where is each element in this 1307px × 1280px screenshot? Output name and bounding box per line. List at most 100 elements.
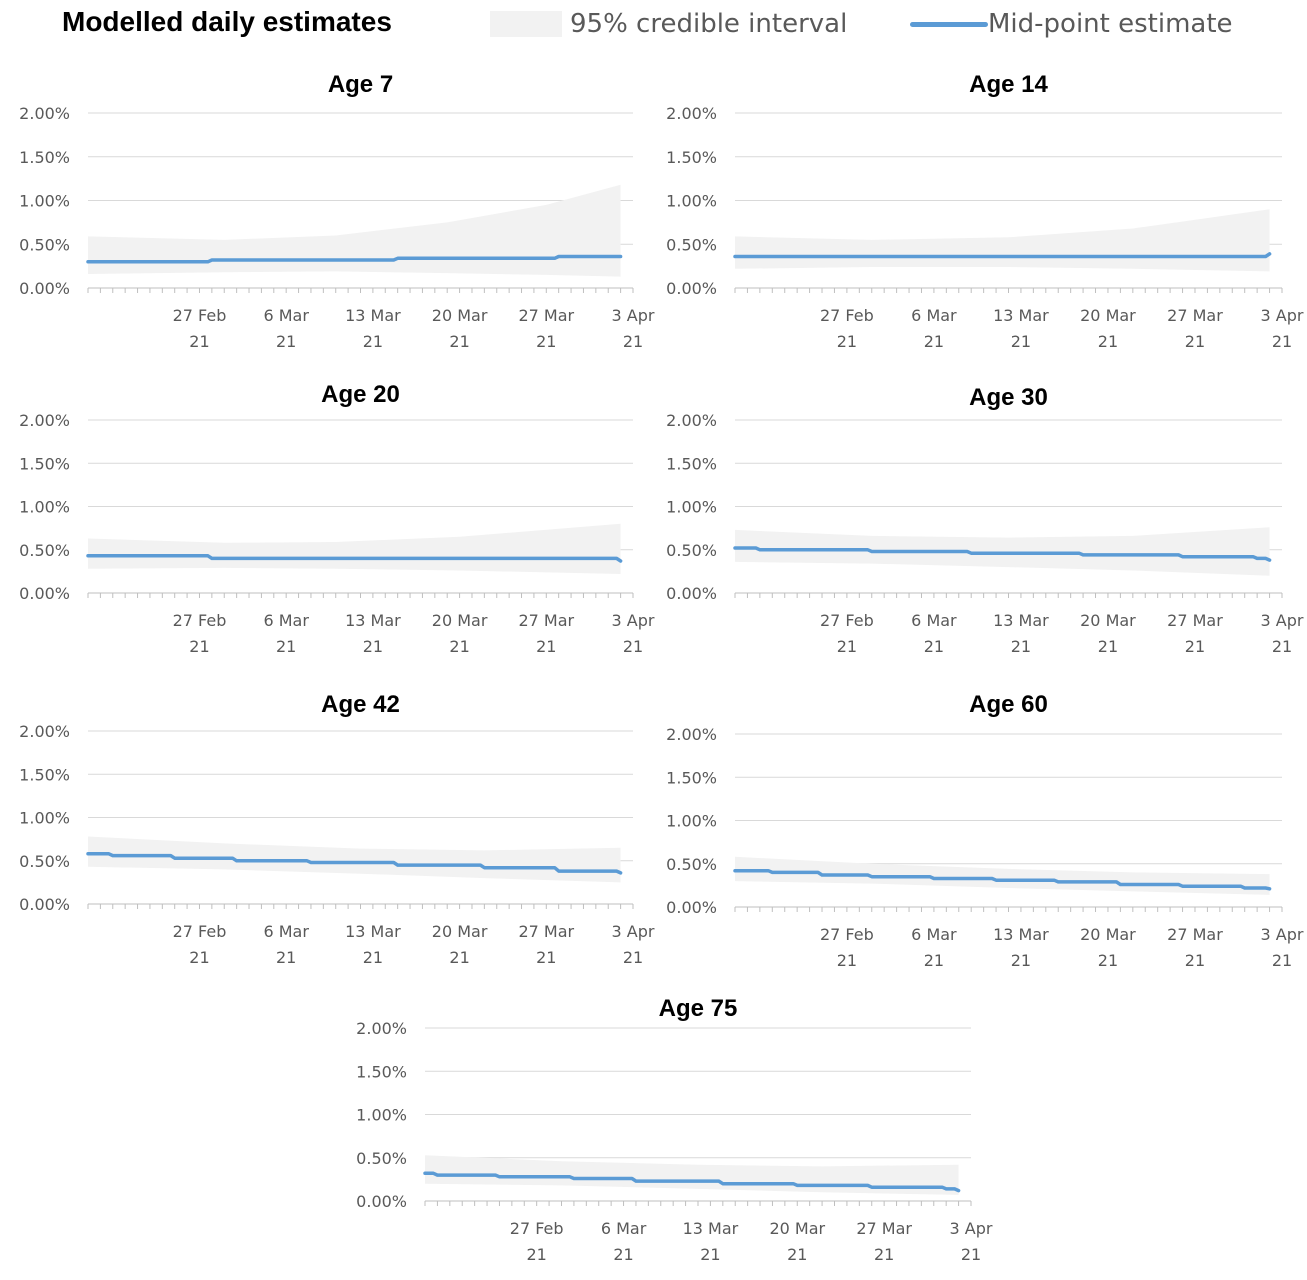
x-tick-label: 6 Mar <box>911 306 957 325</box>
x-tick-label-year: 21 <box>536 948 556 967</box>
y-tick-label: 0.50% <box>356 1149 407 1168</box>
x-tick-label: 6 Mar <box>911 925 957 944</box>
y-tick-label: 2.00% <box>19 722 70 741</box>
y-tick-label: 1.50% <box>19 454 70 473</box>
legend-ci-label: 95% credible interval <box>570 9 848 39</box>
x-tick-label: 27 Mar <box>518 611 574 630</box>
legend-band-swatch <box>490 11 562 37</box>
x-tick-label: 6 Mar <box>263 611 309 630</box>
chart-header: Modelled daily estimates 95% credible in… <box>0 0 1307 50</box>
x-tick-label: 27 Feb <box>820 306 874 325</box>
x-tick-label-year: 21 <box>536 332 556 351</box>
y-tick-label: 1.00% <box>356 1106 407 1125</box>
x-tick-label-year: 21 <box>787 1245 807 1264</box>
x-tick-label-year: 21 <box>536 637 556 656</box>
x-tick-label: 27 Mar <box>1167 925 1223 944</box>
y-tick-label: 0.00% <box>356 1192 407 1211</box>
mid-point-line <box>86 554 623 563</box>
x-tick-label: 27 Feb <box>820 925 874 944</box>
x-tick-label: 6 Mar <box>601 1219 647 1238</box>
x-tick-label-year: 21 <box>924 951 944 970</box>
x-tick-label-year: 21 <box>1272 637 1292 656</box>
x-tick-label: 6 Mar <box>911 611 957 630</box>
y-tick-label: 1.00% <box>666 192 717 211</box>
chart-panel: 0.00% 2.00% 1.50% 1.00% 0.50% 27 Feb 21 6 Mar 21… <box>19 71 655 351</box>
legend-mid-point: Mid-point estimate <box>910 8 1233 40</box>
y-tick-label: 0.50% <box>19 541 70 560</box>
y-tick-label: 0.50% <box>666 235 717 254</box>
x-tick-label-year: 21 <box>623 948 643 967</box>
chart-title: Age 60 <box>969 691 1048 718</box>
y-tick-label: 2.00% <box>19 411 70 430</box>
x-tick-label-year: 21 <box>363 948 383 967</box>
y-tick-label: 2.00% <box>666 411 717 430</box>
x-tick-label: 27 Mar <box>1167 611 1223 630</box>
x-tick-label-year: 21 <box>189 637 209 656</box>
y-tick-label: 1.00% <box>666 498 717 517</box>
y-tick-label: 2.00% <box>666 104 717 123</box>
x-tick-label-year: 21 <box>1011 637 1031 656</box>
x-tick-label-year: 21 <box>527 1245 547 1264</box>
x-tick-label: 20 Mar <box>769 1219 825 1238</box>
x-tick-label-year: 21 <box>837 637 857 656</box>
mid-point-line <box>423 1171 961 1193</box>
x-tick-label: 20 Mar <box>432 611 488 630</box>
chart-title: Age 7 <box>328 71 393 98</box>
x-tick-label-year: 21 <box>623 637 643 656</box>
x-tick-label-year: 21 <box>449 332 469 351</box>
x-tick-label-year: 21 <box>449 637 469 656</box>
x-tick-label-year: 21 <box>961 1245 981 1264</box>
x-tick-label: 3 Apr <box>612 611 655 630</box>
x-tick-label: 27 Mar <box>518 306 574 325</box>
credible-interval-band <box>88 184 621 277</box>
legend-credible-interval: 95% credible interval <box>490 8 847 40</box>
x-tick-label: 3 Apr <box>1261 611 1304 630</box>
x-tick-label-year: 21 <box>276 637 296 656</box>
chart-panel: 0.00% 2.00% 1.50% 1.00% 0.50% 27 Feb 21 6 Mar 21… <box>666 691 1304 970</box>
y-tick-label: 0.50% <box>666 541 717 560</box>
y-tick-label: 0.00% <box>19 895 70 914</box>
chart-title: Age 42 <box>321 691 400 718</box>
x-tick-label-year: 21 <box>449 948 469 967</box>
y-tick-label: 1.00% <box>19 192 70 211</box>
chart-title: Age 30 <box>969 384 1048 411</box>
chart-title: Age 20 <box>321 381 400 408</box>
credible-interval-band <box>735 856 1270 895</box>
x-tick-label: 27 Feb <box>510 1219 564 1238</box>
x-tick-label-year: 21 <box>189 332 209 351</box>
x-tick-label: 13 Mar <box>683 1219 739 1238</box>
x-tick-label-year: 21 <box>1011 951 1031 970</box>
chart-title: Age 14 <box>969 71 1048 98</box>
credible-interval-band <box>735 209 1270 272</box>
x-tick-label: 3 Apr <box>612 922 655 941</box>
x-tick-label: 13 Mar <box>345 922 401 941</box>
x-tick-label: 27 Mar <box>518 922 574 941</box>
x-tick-label-year: 21 <box>363 637 383 656</box>
x-tick-label: 3 Apr <box>950 1219 993 1238</box>
credible-interval-band <box>88 836 621 883</box>
y-tick-label: 1.50% <box>356 1062 407 1081</box>
x-tick-label-year: 21 <box>363 332 383 351</box>
y-tick-label: 0.00% <box>666 898 717 917</box>
chart-panel: 0.00% 2.00% 1.50% 1.00% 0.50% 27 Feb 21 6 Mar 21… <box>19 381 655 656</box>
x-tick-label-year: 21 <box>1011 332 1031 351</box>
x-tick-label: 13 Mar <box>993 925 1049 944</box>
y-tick-label: 2.00% <box>666 725 717 744</box>
x-tick-label: 27 Mar <box>1167 306 1223 325</box>
x-tick-label-year: 21 <box>837 332 857 351</box>
y-tick-label: 0.50% <box>19 235 70 254</box>
x-tick-label-year: 21 <box>1272 332 1292 351</box>
x-tick-label-year: 21 <box>276 948 296 967</box>
y-tick-label: 0.00% <box>19 584 70 603</box>
chart-panel: 0.00% 2.00% 1.50% 1.00% 0.50% 27 Feb 21 6 Mar 21… <box>666 71 1304 351</box>
x-tick-label-year: 21 <box>613 1245 633 1264</box>
chart-panel: 0.00% 2.00% 1.50% 1.00% 0.50% 27 Feb 21 6 Mar 21… <box>356 995 993 1264</box>
x-tick-label: 3 Apr <box>1261 306 1304 325</box>
y-tick-label: 1.50% <box>666 768 717 787</box>
y-tick-label: 1.00% <box>666 812 717 831</box>
x-tick-label-year: 21 <box>837 951 857 970</box>
y-tick-label: 0.00% <box>666 279 717 298</box>
x-tick-label: 6 Mar <box>263 306 309 325</box>
x-tick-label-year: 21 <box>1185 332 1205 351</box>
x-tick-label: 27 Feb <box>820 611 874 630</box>
